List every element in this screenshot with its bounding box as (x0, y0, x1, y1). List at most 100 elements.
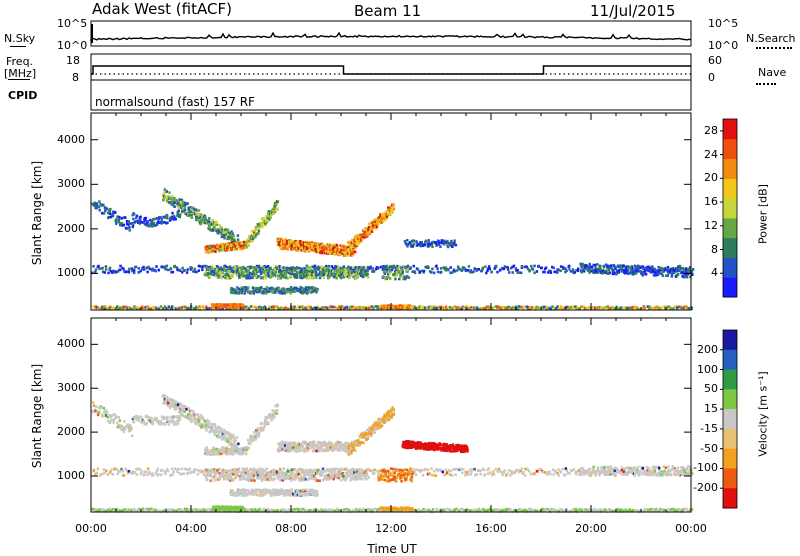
power-echo-cell (109, 208, 111, 211)
power-echo-cell (391, 211, 393, 214)
velocity-echo-cell (228, 437, 230, 440)
velocity-echo-cell (377, 427, 379, 430)
power-echo-cell (312, 266, 314, 269)
power-echo-cell (589, 265, 591, 268)
power-echo-cell (393, 208, 395, 211)
power-echo-cell (350, 274, 352, 277)
power-echo-cell (387, 276, 389, 279)
velocity-echo-cell (258, 435, 260, 438)
power-echo-cell (401, 269, 403, 272)
power-echo-cell (323, 276, 325, 279)
power-echo-cell (286, 277, 288, 280)
power-echo-cell (347, 266, 349, 269)
power-echo-cell (440, 271, 442, 274)
power-echo-cell (277, 208, 279, 211)
nsky-trace (91, 33, 691, 41)
power-echo-cell (232, 271, 234, 274)
power-echo-cell (242, 273, 244, 276)
power-echo-cell (258, 230, 260, 233)
velocity-echo-cell (299, 446, 301, 449)
power-echo-cell (594, 266, 596, 269)
power-echo-cell (198, 269, 200, 272)
power-echo-cell (222, 246, 224, 249)
power-echo-cell (415, 240, 417, 243)
power-echo-cell (630, 271, 632, 274)
power-echo-cell (259, 289, 261, 292)
power-echo-cell (667, 274, 669, 277)
power-echo-cell (678, 269, 680, 272)
power-echo-cell (346, 306, 348, 309)
power-echo-cell (669, 270, 671, 273)
velocity-echo-cell (123, 431, 125, 434)
power-echo-cell (182, 267, 184, 270)
power-echo-cell (680, 307, 682, 310)
power-echo-cell (495, 265, 497, 268)
power-echo-cell (125, 270, 127, 273)
power-echo-cell (476, 268, 478, 271)
power-echo-cell (275, 204, 277, 207)
power-echo-cell (639, 267, 641, 270)
power-echo-cell (241, 304, 243, 307)
velocity-echo-cell (216, 430, 218, 433)
power-echo-cell (129, 229, 131, 232)
velocity-echo-cell (258, 429, 260, 432)
power-echo-cell (589, 263, 591, 266)
power-echo-cell (357, 275, 359, 278)
power-echo-cell (577, 268, 579, 271)
power-echo-cell (227, 242, 229, 245)
power-echo-cell (365, 267, 367, 270)
power-echo-cell (512, 271, 514, 274)
power-echo-cell (352, 266, 354, 269)
velocity-echo-cell (173, 423, 175, 426)
velocity-echo-cell (367, 436, 369, 439)
power-echo-cell (560, 269, 562, 272)
power-echo-cell (333, 306, 335, 309)
power-echo-cell (373, 270, 375, 273)
power-echo-cell (540, 267, 542, 270)
power-echo-cell (147, 220, 149, 223)
power-echo-cell (177, 206, 179, 209)
power-echo-cell (336, 277, 338, 280)
power-echo-cell (354, 271, 356, 274)
power-echo-cell (625, 268, 627, 271)
velocity-echo-cell (118, 416, 120, 419)
power-echo-cell (568, 265, 570, 268)
power-echo-cell (149, 268, 151, 271)
velocity-echo-cell (188, 407, 190, 410)
power-echo-cell (296, 266, 298, 269)
power-echo-cell (248, 244, 250, 247)
power-echo-cell (377, 223, 379, 226)
velocity-echo-cell (255, 438, 257, 441)
power-echo-cell (358, 242, 360, 245)
power-echo-cell (242, 246, 244, 249)
power-echo-cell (106, 208, 108, 211)
power-echo-cell (209, 224, 211, 227)
power-echo-cell (436, 267, 438, 270)
freq-panel-frame (91, 54, 691, 80)
velocity-echo-cell (213, 446, 215, 449)
power-echo-cell (210, 229, 212, 232)
power-echo-cell (686, 276, 688, 279)
power-echo-cell (617, 265, 619, 268)
velocity-echo-cell (98, 411, 100, 414)
power-echo-cell (489, 268, 491, 271)
power-echo-cell (160, 307, 162, 310)
power-echo-cell (133, 269, 135, 272)
velocity-echo-cell (177, 404, 179, 407)
velocity-echo-cell (175, 404, 177, 407)
velocity-echo-cell (101, 415, 103, 418)
power-echo-cell (636, 266, 638, 269)
power-echo-cell (319, 277, 321, 280)
power-echo-cell (343, 265, 345, 268)
power-echo-cell (105, 268, 107, 271)
velocity-echo-cell (237, 443, 239, 446)
power-echo-cell (187, 307, 189, 310)
power-echo-cell (226, 277, 228, 280)
power-echo-cell (249, 277, 251, 280)
velocity-echo-cell (205, 429, 207, 432)
power-echo-cell (682, 267, 684, 270)
power-echo-cell (98, 206, 100, 209)
power-echo-cell (256, 232, 258, 235)
velocity-echo-cell (271, 419, 273, 422)
power-echo-cell (232, 273, 234, 276)
